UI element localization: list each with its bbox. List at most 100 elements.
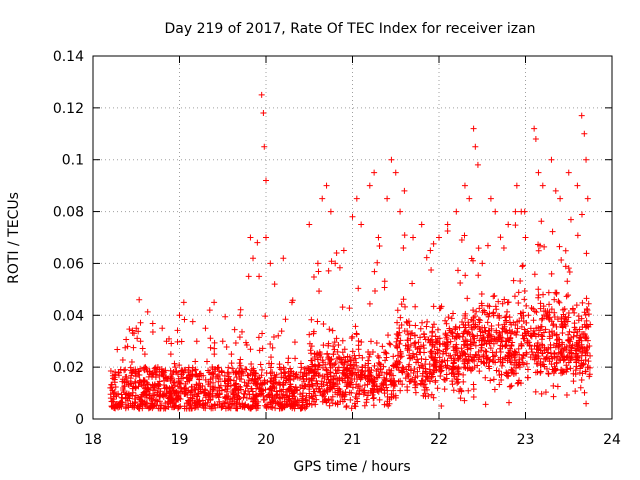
data-point: [587, 352, 594, 359]
data-point: [242, 387, 249, 394]
data-point: [126, 326, 133, 333]
data-point: [222, 313, 229, 320]
data-point: [583, 400, 590, 407]
data-point: [496, 330, 503, 337]
data-point: [310, 328, 317, 335]
data-point: [385, 332, 392, 339]
data-point: [501, 296, 508, 303]
data-point: [196, 380, 203, 387]
data-point: [450, 347, 457, 354]
data-point: [499, 300, 506, 307]
data-point: [113, 393, 120, 400]
data-point: [287, 365, 294, 372]
data-point: [585, 300, 592, 307]
data-point: [545, 289, 552, 296]
data-point: [518, 314, 525, 321]
data-point: [209, 405, 216, 412]
data-point: [565, 331, 572, 338]
data-point: [411, 353, 418, 360]
data-point: [306, 331, 313, 338]
data-point: [139, 345, 146, 352]
data-point: [534, 349, 541, 356]
data-point: [424, 318, 431, 325]
data-point: [312, 373, 319, 380]
data-point: [366, 182, 373, 189]
data-point: [231, 326, 238, 333]
data-point: [582, 311, 589, 318]
data-point: [228, 351, 235, 358]
data-point: [323, 387, 330, 394]
data-point: [318, 378, 325, 385]
data-point: [571, 329, 578, 336]
data-point: [403, 318, 410, 325]
data-point: [418, 221, 425, 228]
data-point: [565, 265, 572, 272]
data-point: [352, 323, 359, 330]
data-point: [329, 400, 336, 407]
data-point: [579, 370, 586, 377]
data-point: [417, 334, 424, 341]
data-point: [530, 351, 537, 358]
data-point: [492, 303, 499, 310]
data-point: [565, 169, 572, 176]
data-point: [266, 360, 273, 367]
data-point: [402, 342, 409, 349]
data-point: [273, 388, 280, 395]
data-point: [546, 309, 553, 316]
data-point: [432, 333, 439, 340]
data-point: [170, 379, 177, 386]
data-point: [407, 354, 414, 361]
data-point: [434, 385, 441, 392]
data-point: [210, 371, 217, 378]
data-point: [454, 267, 461, 274]
data-point: [156, 398, 163, 405]
data-point: [207, 335, 214, 342]
data-point: [393, 338, 400, 345]
data-point: [394, 364, 401, 371]
data-point: [453, 365, 460, 372]
data-point: [561, 356, 568, 363]
data-point: [248, 395, 255, 402]
data-point: [395, 358, 402, 365]
data-point: [582, 356, 589, 363]
data-point: [470, 125, 477, 132]
data-point: [553, 323, 560, 330]
data-point: [365, 357, 372, 364]
data-point: [320, 388, 327, 395]
data-point: [423, 373, 430, 380]
data-point: [355, 338, 362, 345]
data-point: [250, 255, 257, 262]
data-point: [417, 380, 424, 387]
data-point: [586, 342, 593, 349]
data-point: [335, 385, 342, 392]
data-point: [484, 319, 491, 326]
data-point: [551, 296, 558, 303]
data-point: [477, 332, 484, 339]
data-point: [273, 380, 280, 387]
data-point: [314, 356, 321, 363]
data-point: [555, 336, 562, 343]
data-point: [457, 279, 464, 286]
data-point: [319, 364, 326, 371]
data-point: [573, 302, 580, 309]
data-point: [443, 350, 450, 357]
data-point: [367, 338, 374, 345]
data-point: [430, 394, 437, 401]
data-point: [353, 362, 360, 369]
data-point: [237, 306, 244, 313]
data-point: [247, 234, 254, 241]
data-point: [298, 397, 305, 404]
data-point: [183, 400, 190, 407]
data-point: [328, 258, 335, 265]
data-point: [174, 327, 181, 334]
data-point: [270, 334, 277, 341]
data-point: [538, 341, 545, 348]
data-point: [445, 352, 452, 359]
data-point: [499, 362, 506, 369]
data-point: [415, 359, 422, 366]
data-point: [405, 363, 412, 370]
data-point: [257, 380, 264, 387]
data-point: [159, 325, 166, 332]
data-point: [311, 355, 318, 362]
